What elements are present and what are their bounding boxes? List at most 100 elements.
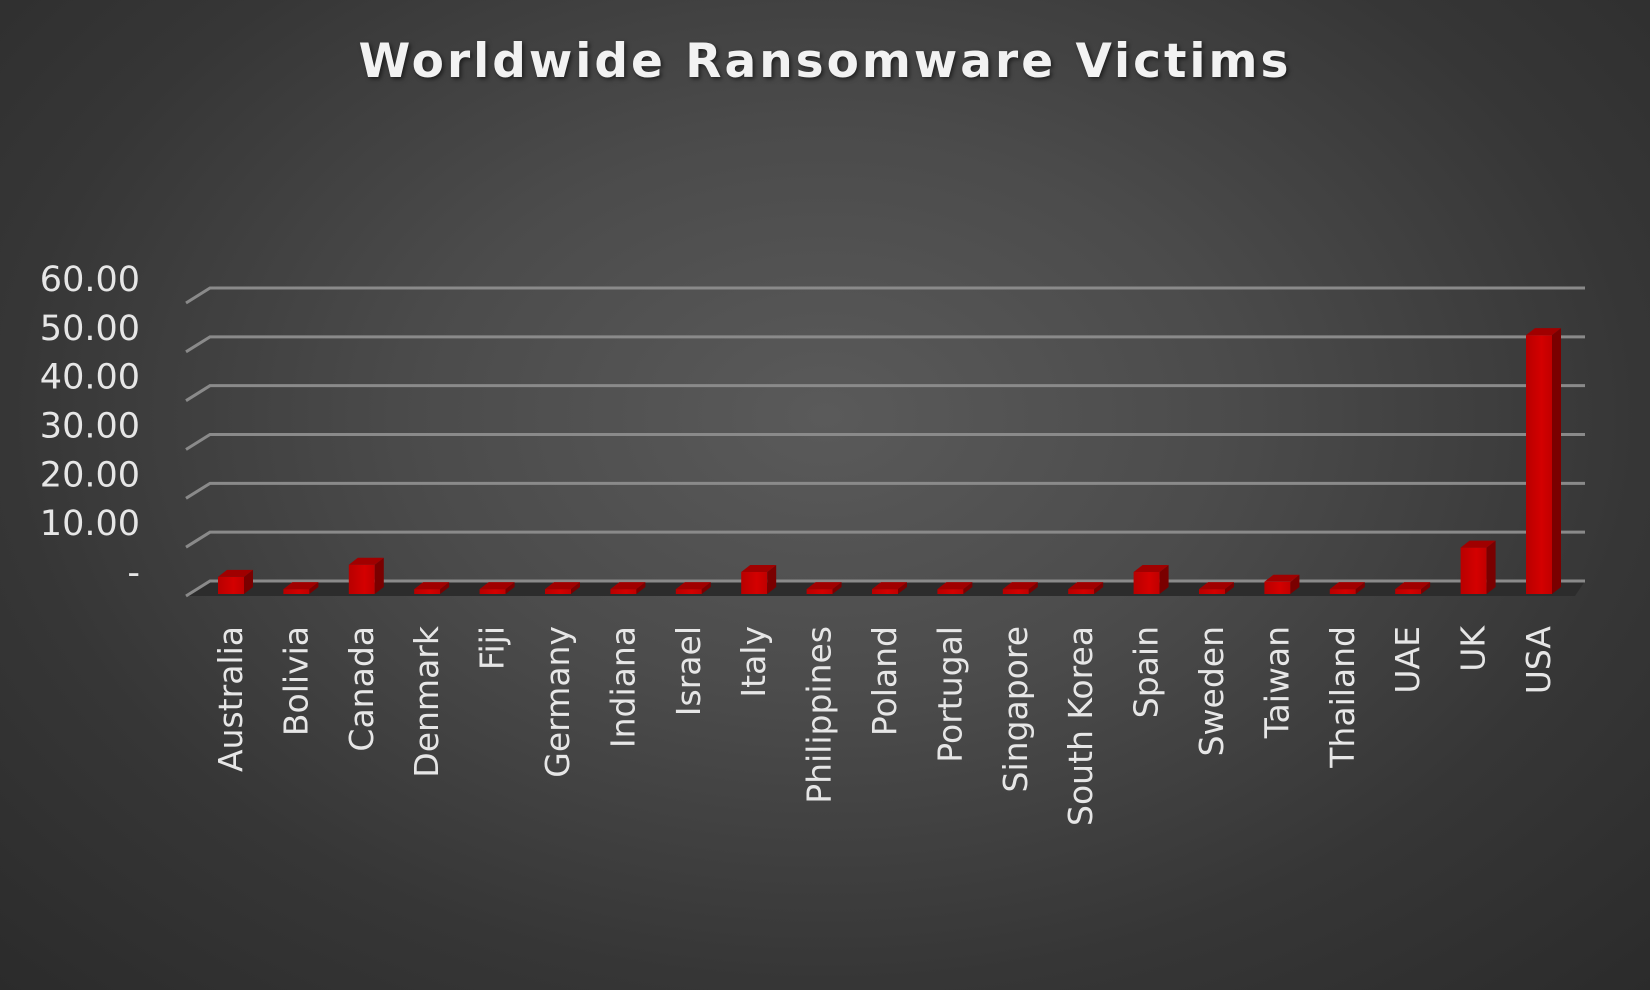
bar-side [244, 569, 253, 594]
gridlines [185, 286, 1585, 598]
bar-top [1460, 540, 1496, 548]
bar-top [1068, 582, 1104, 590]
y-tick-label: - [127, 553, 140, 593]
bar-front [806, 589, 833, 594]
bar [1199, 582, 1234, 594]
bar [1329, 582, 1365, 594]
bar-top [1264, 574, 1300, 582]
gridline [185, 530, 1585, 549]
x-tick-label: Israel [669, 626, 708, 716]
bar-front [1395, 589, 1422, 594]
bar-side [505, 582, 515, 594]
y-tick-label: 40.00 [40, 358, 140, 398]
x-tick-label: USA [1519, 626, 1558, 695]
bar [414, 582, 450, 594]
y-tick-label: 10.00 [40, 504, 140, 544]
bar-side [1290, 574, 1300, 594]
bar-front [1460, 547, 1487, 594]
bar-side [1486, 540, 1496, 594]
bar [1133, 565, 1169, 594]
y-tick-label: 20.00 [40, 455, 140, 495]
bar-front [545, 589, 571, 594]
bar-top [414, 582, 450, 590]
bar-front [937, 589, 964, 594]
bar-side [1225, 582, 1234, 594]
x-tick-label: South Korea [1061, 626, 1100, 826]
bar-top [1133, 565, 1169, 573]
bar-front [1002, 589, 1029, 594]
gridline [185, 433, 1585, 451]
x-axis-ticks: Australia Bolivia Canada Denmark Fiji Germany… [211, 625, 1558, 826]
bar-side [374, 557, 384, 594]
bar-top [1199, 582, 1234, 590]
bar-side [1421, 582, 1431, 594]
bar [806, 582, 842, 594]
bar-top [806, 582, 842, 590]
bar-side [701, 582, 711, 594]
bar-top [872, 582, 907, 590]
bar [937, 582, 973, 594]
gridline [185, 384, 1585, 402]
bar-side [571, 582, 580, 594]
bar [872, 582, 907, 594]
bar-side [767, 565, 777, 594]
bar [1068, 582, 1104, 594]
x-tick-label: Poland [865, 626, 904, 736]
bar-top [348, 557, 384, 565]
x-tick-label: Canada [342, 626, 381, 752]
bar-top [1526, 328, 1561, 336]
bar [675, 582, 711, 594]
bar [1264, 574, 1300, 594]
gridline [185, 335, 1585, 354]
bar-top [741, 565, 777, 573]
x-tick-label: Australia [211, 626, 250, 772]
bar [1395, 582, 1431, 594]
y-tick-label: 30.00 [40, 407, 140, 447]
y-axis-ticks: - 10.00 20.00 30.00 40.00 50.00 60.00 [40, 260, 140, 593]
bar-front [1329, 589, 1356, 594]
x-tick-label: Fiji [473, 626, 512, 670]
x-tick-label: Indiana [603, 626, 642, 748]
bar-top [218, 569, 253, 577]
bar [1460, 540, 1496, 594]
bar-front [1526, 335, 1552, 594]
bar-front [479, 589, 506, 594]
bar [610, 582, 646, 594]
bar-side [1552, 328, 1561, 594]
bar-top [545, 582, 580, 590]
bar-front [218, 576, 244, 594]
bar-front [1199, 589, 1225, 594]
bar-top [610, 582, 646, 590]
bar [283, 582, 319, 594]
bar [741, 565, 777, 594]
x-tick-label: Italy [734, 626, 773, 698]
bar-front [1068, 589, 1095, 594]
x-tick-label: Spain [1127, 626, 1166, 718]
chart-title: Worldwide Ransomware Victims [358, 34, 1292, 89]
bar-front [872, 589, 898, 594]
y-tick-label: 60.00 [40, 260, 140, 300]
bar-top [1329, 582, 1365, 590]
x-tick-label: UK [1454, 625, 1493, 672]
x-tick-label: Germany [538, 626, 577, 778]
bar-top [1395, 582, 1431, 590]
bar-front [283, 589, 310, 594]
x-tick-label: Denmark [407, 625, 446, 778]
x-tick-label: Thailand [1323, 626, 1362, 769]
bar-side [636, 582, 646, 594]
bar-front [610, 589, 637, 594]
bar-front [414, 589, 441, 594]
x-tick-label: Taiwan [1257, 626, 1296, 739]
bar-side [440, 582, 450, 594]
bar-side [1355, 582, 1365, 594]
x-tick-label: Philippines [800, 626, 839, 804]
gridline [185, 579, 1585, 598]
bar-front [675, 589, 702, 594]
gridline [185, 481, 1585, 500]
bar-front [348, 564, 375, 594]
x-tick-label: Sweden [1192, 626, 1231, 756]
bar [1526, 328, 1561, 594]
y-tick-label: 50.00 [40, 309, 140, 349]
bar [218, 569, 253, 594]
